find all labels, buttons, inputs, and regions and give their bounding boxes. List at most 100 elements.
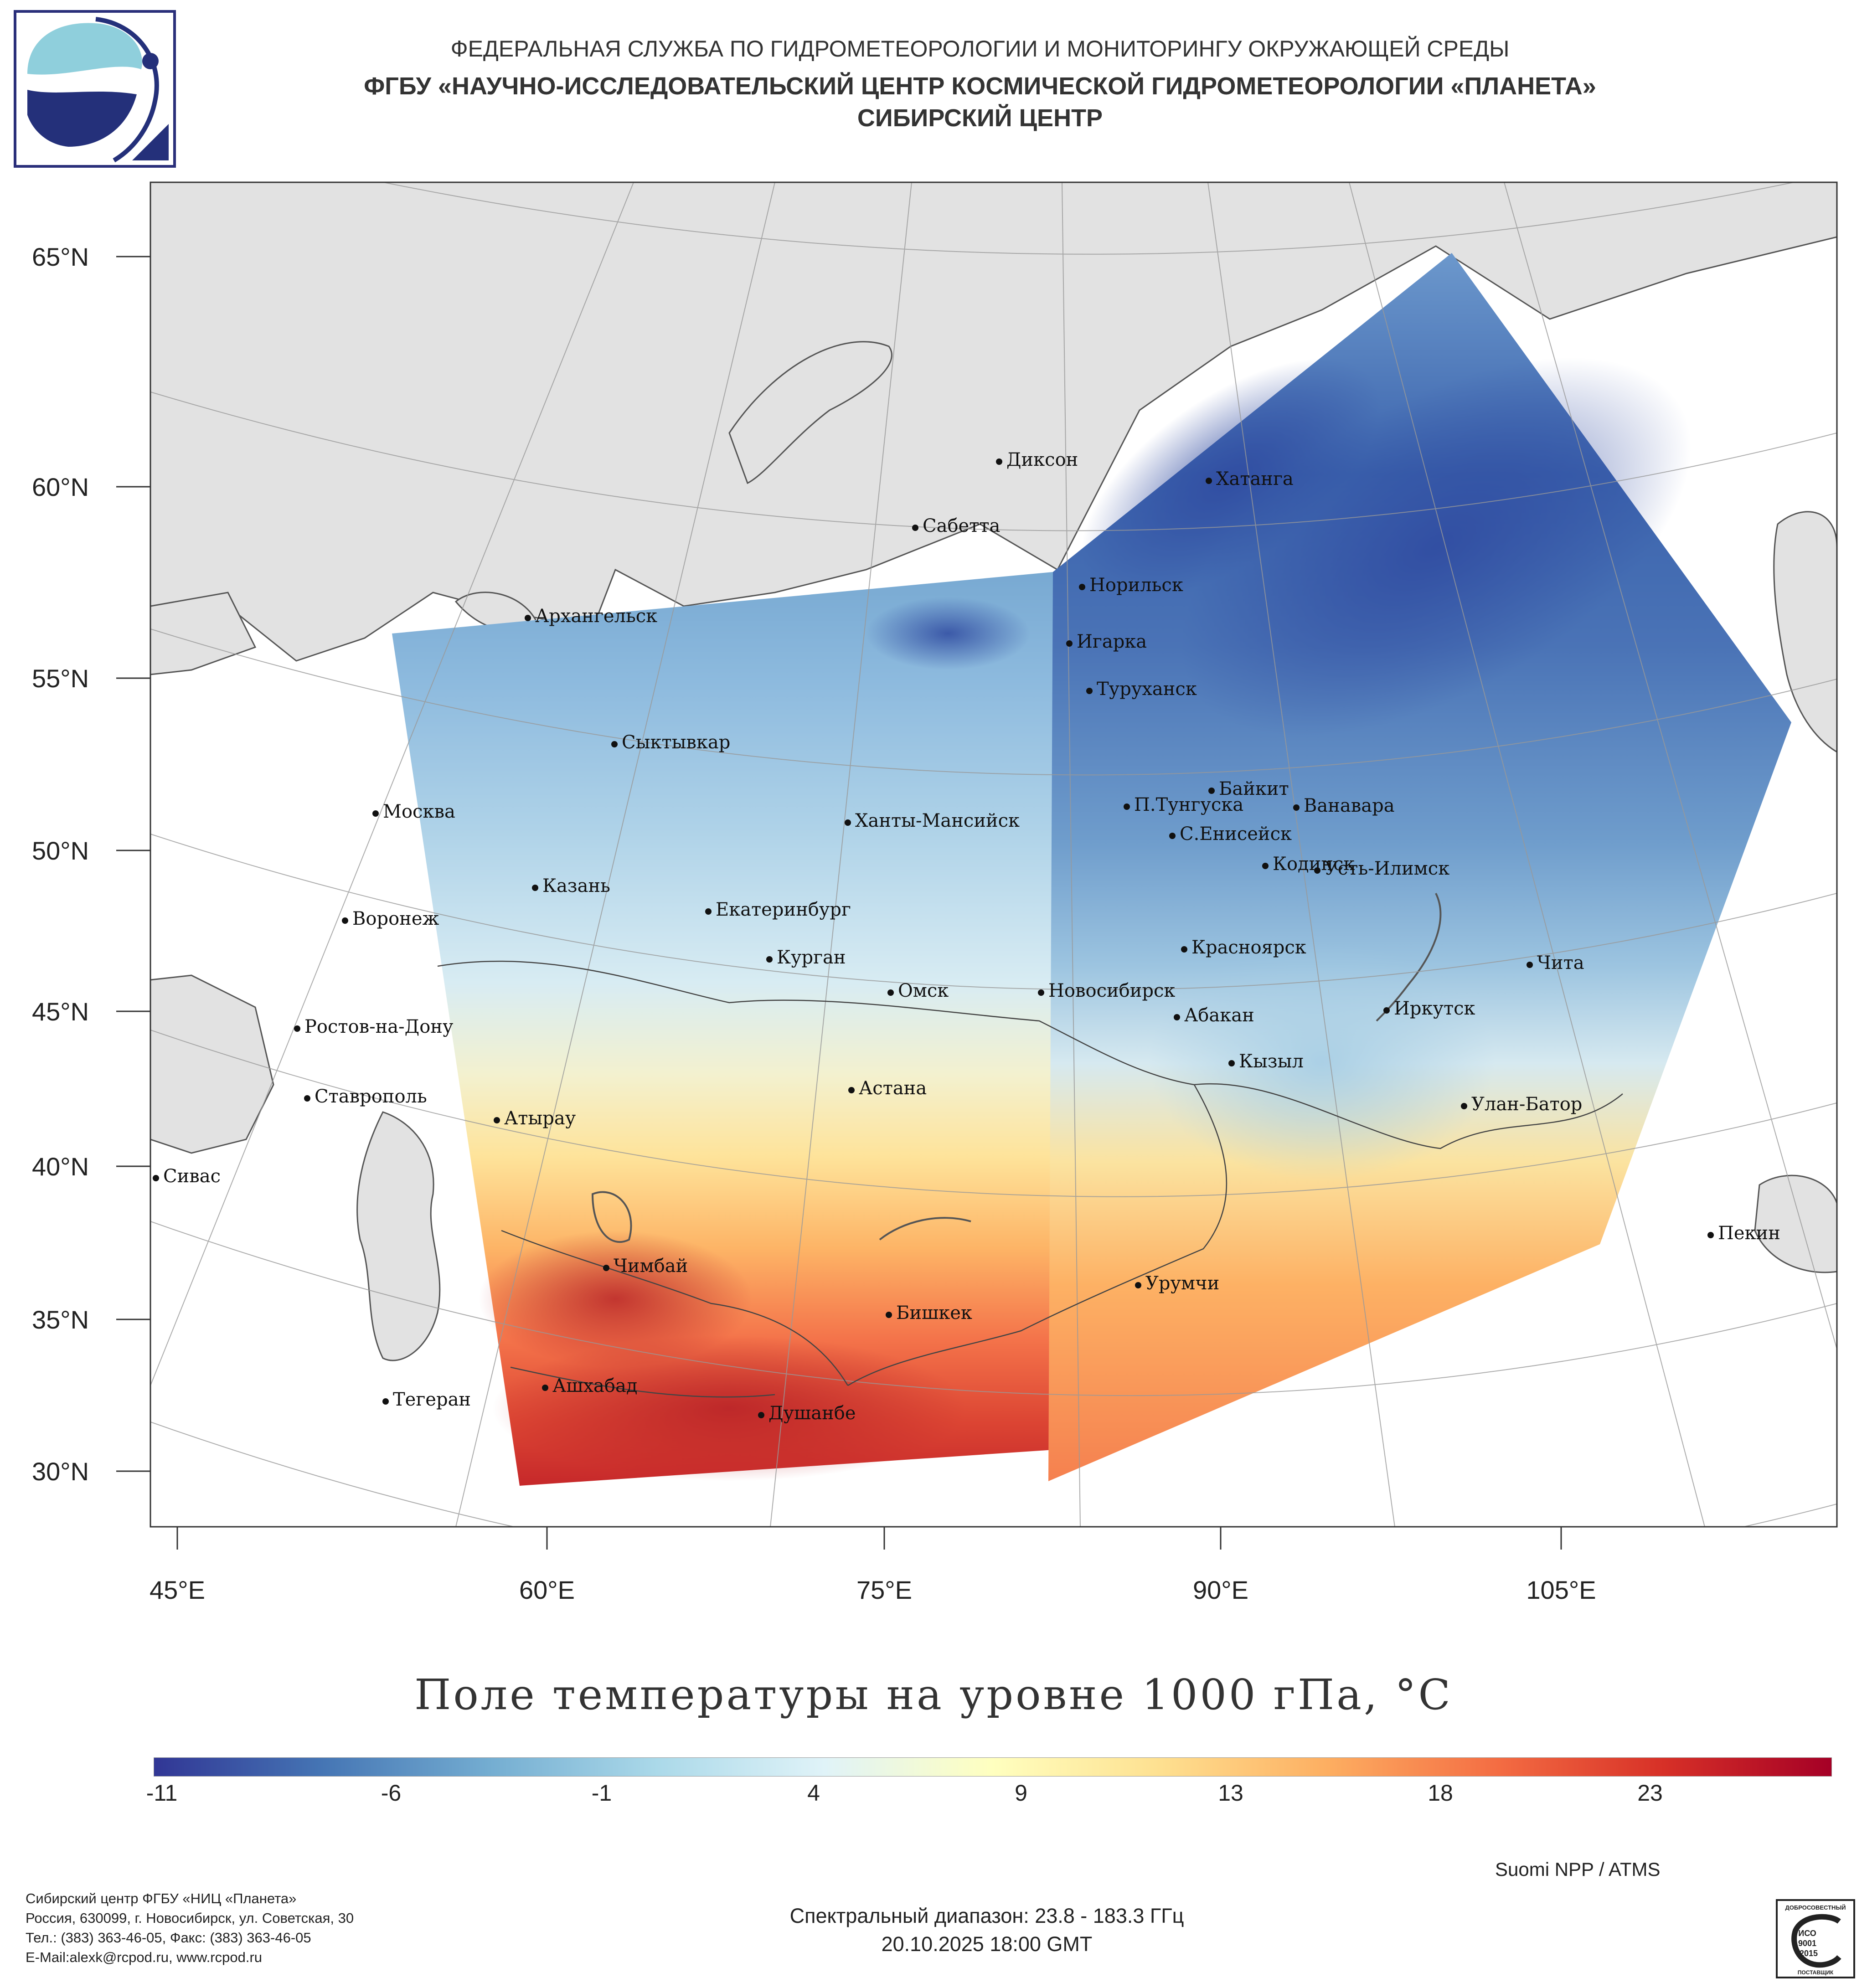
svg-text:П.Тунгуска: П.Тунгуска bbox=[1134, 794, 1243, 815]
lat-label-50: 50°N bbox=[32, 836, 89, 865]
svg-text:Байкит: Байкит bbox=[1219, 778, 1289, 799]
lat-label-30: 30°N bbox=[32, 1457, 89, 1486]
svg-text:С.Енисейск: С.Енисейск bbox=[1180, 824, 1292, 845]
address-line: E-Mail:alexk@rcpod.ru, www.rcpod.ru bbox=[26, 1949, 263, 1965]
city-kyzyl: Кызыл bbox=[1228, 1051, 1304, 1072]
city-s-yeniseysk: С.Енисейск bbox=[1169, 824, 1292, 845]
svg-text:Ванавара: Ванавара bbox=[1304, 795, 1395, 816]
country-borders bbox=[437, 960, 1623, 1398]
city-dushanbe: Душанбе bbox=[758, 1403, 856, 1424]
city-vanavara: Ванавара bbox=[1293, 795, 1395, 816]
colorbar-tick: -6 bbox=[381, 1780, 402, 1806]
city-tegeran: Тегеран bbox=[382, 1389, 471, 1410]
spectral-range: Спектральный диапазон: 23.8 - 183.3 ГГц bbox=[789, 1904, 1184, 1927]
svg-text:Москва: Москва bbox=[383, 801, 455, 822]
aral-sea bbox=[591, 1191, 632, 1243]
city-turukhansk: Туруханск bbox=[1086, 679, 1197, 700]
svg-text:Душанбе: Душанбе bbox=[768, 1403, 856, 1424]
svg-text:9001: 9001 bbox=[1798, 1939, 1816, 1948]
svg-text:Ставрополь: Ставрополь bbox=[315, 1086, 427, 1107]
city-yekaterinburg: Екатеринбург bbox=[705, 899, 851, 920]
svg-text:ДОБРОСОВЕСТНЫЙ: ДОБРОСОВЕСТНЫЙ bbox=[1785, 1904, 1846, 1911]
city-sivas: Сивас bbox=[153, 1166, 221, 1187]
city-ust-ilimsk: Усть-Илимск bbox=[1314, 858, 1449, 879]
city-khatanga: Хатанга bbox=[1206, 469, 1294, 489]
city-norilsk: Норильск bbox=[1079, 575, 1183, 596]
city-markers: Диксон Хатанга Сабетта Норильск Архангел… bbox=[153, 449, 1780, 1424]
city-chimbay: Чимбай bbox=[603, 1256, 688, 1277]
cool-patch-baikal bbox=[1149, 943, 1495, 1180]
graticule bbox=[150, 182, 1837, 1527]
city-rostov-na-donu: Ростов-на-Дону bbox=[294, 1016, 454, 1037]
lon-tick-marks bbox=[176, 1527, 1562, 1550]
city-astana: Астана bbox=[848, 1078, 927, 1099]
svg-text:Бишкек: Бишкек bbox=[896, 1303, 972, 1324]
cold-core-east bbox=[1180, 357, 1692, 736]
svg-text:Ростов-на-Дону: Ростов-на-Дону bbox=[304, 1016, 454, 1037]
cold-core-yenisei bbox=[866, 597, 1030, 670]
address-line: Тел.: (383) 363-46-05, Факс: (383) 363-4… bbox=[26, 1930, 311, 1946]
svg-text:Казань: Казань bbox=[542, 876, 610, 896]
lat-label-35: 35°N bbox=[32, 1305, 89, 1334]
svg-text:-2015: -2015 bbox=[1797, 1949, 1818, 1958]
lat-label-55: 55°N bbox=[32, 664, 89, 693]
svg-text:Норильск: Норильск bbox=[1089, 575, 1183, 596]
svg-text:Сабетта: Сабетта bbox=[923, 515, 1000, 536]
svg-text:Красноярск: Красноярск bbox=[1191, 937, 1306, 958]
novaya-zemlya bbox=[728, 341, 892, 484]
bohai-sea bbox=[1754, 1174, 1837, 1273]
baltic-sea bbox=[150, 592, 257, 675]
map-frame bbox=[150, 181, 1838, 1528]
lat-label-45: 45°N bbox=[32, 997, 89, 1026]
svg-text:Кызыл: Кызыл bbox=[1239, 1051, 1304, 1072]
lon-label-105: 105°E bbox=[1526, 1576, 1596, 1604]
colorbar-title: Поле температуры на уровне 1000 гПа, °C bbox=[414, 1670, 1453, 1719]
svg-text:Новосибирск: Новосибирск bbox=[1048, 980, 1175, 1001]
svg-text:Хатанга: Хатанга bbox=[1216, 469, 1294, 489]
city-pekin: Пекин bbox=[1707, 1223, 1780, 1244]
svg-text:Игарка: Игарка bbox=[1077, 631, 1147, 652]
svg-text:Туруханск: Туруханск bbox=[1097, 679, 1197, 700]
city-abakan: Абакан bbox=[1174, 1005, 1254, 1026]
city-chita: Чита bbox=[1527, 953, 1584, 973]
city-igarka: Игарка bbox=[1066, 631, 1147, 652]
svg-text:Иркутск: Иркутск bbox=[1394, 998, 1475, 1019]
city-krasnoyarsk: Красноярск bbox=[1181, 937, 1306, 958]
svg-text:Курган: Курган bbox=[777, 947, 846, 968]
svg-text:Кодинск: Кодинск bbox=[1273, 854, 1355, 875]
svg-text:Астана: Астана bbox=[859, 1078, 927, 1099]
caspian-sea bbox=[356, 1111, 441, 1361]
city-stavropol: Ставрополь bbox=[304, 1086, 427, 1107]
observation-datetime: 20.10.2025 18:00 GMT bbox=[881, 1932, 1093, 1956]
sea-of-okhotsk bbox=[1773, 511, 1837, 753]
svg-text:Ханты-Мансийск: Ханты-Мансийск bbox=[855, 810, 1020, 831]
lon-label-90: 90°E bbox=[1192, 1576, 1249, 1604]
svg-text:Абакан: Абакан bbox=[1184, 1005, 1254, 1026]
address-block: Сибирский центр ФГБУ «НИЦ «Планета» Росс… bbox=[26, 1889, 354, 1967]
colorbar-tick: 13 bbox=[1218, 1780, 1243, 1806]
colorbar-tick: 18 bbox=[1428, 1780, 1453, 1806]
colorbar-tick: 23 bbox=[1637, 1780, 1663, 1806]
svg-text:Воронеж: Воронеж bbox=[352, 908, 439, 929]
city-moskva: Москва bbox=[372, 801, 455, 822]
city-bishkek: Бишкек bbox=[886, 1303, 972, 1324]
svg-text:ПОСТАВЩИК: ПОСТАВЩИК bbox=[1798, 1969, 1834, 1976]
lon-label-45: 45°E bbox=[149, 1576, 206, 1604]
city-khanty-mansiysk: Ханты-Мансийск bbox=[845, 810, 1020, 831]
city-novosibirsk: Новосибирск bbox=[1038, 980, 1175, 1001]
colorbar bbox=[154, 1757, 1832, 1777]
svg-text:Усть-Илимск: Усть-Илимск bbox=[1325, 858, 1449, 879]
lat-label-40: 40°N bbox=[32, 1152, 89, 1181]
header-organization: ФГБУ «НАУЧНО-ИССЛЕДОВАТЕЛЬСКИЙ ЦЕНТР КОС… bbox=[364, 72, 1596, 100]
lat-label-60: 60°N bbox=[32, 473, 89, 501]
city-urumchi: Урумчи bbox=[1135, 1273, 1219, 1294]
colorbar-tick: 9 bbox=[1015, 1780, 1027, 1806]
svg-text:Ашхабад: Ашхабад bbox=[552, 1375, 637, 1396]
satellite-instrument: Suomi NPP / ATMS bbox=[1495, 1859, 1661, 1880]
header-agency: ФЕДЕРАЛЬНАЯ СЛУЖБА ПО ГИДРОМЕТЕОРОЛОГИИ … bbox=[450, 36, 1510, 62]
svg-text:ИСО: ИСО bbox=[1798, 1929, 1816, 1938]
svg-text:Улан-Батор: Улан-Батор bbox=[1471, 1094, 1582, 1115]
svg-text:Урумчи: Урумчи bbox=[1145, 1273, 1219, 1294]
city-ashkhabad: Ашхабад bbox=[542, 1375, 637, 1396]
address-line: Россия, 630099, г. Новосибирск, ул. Сове… bbox=[26, 1910, 354, 1926]
